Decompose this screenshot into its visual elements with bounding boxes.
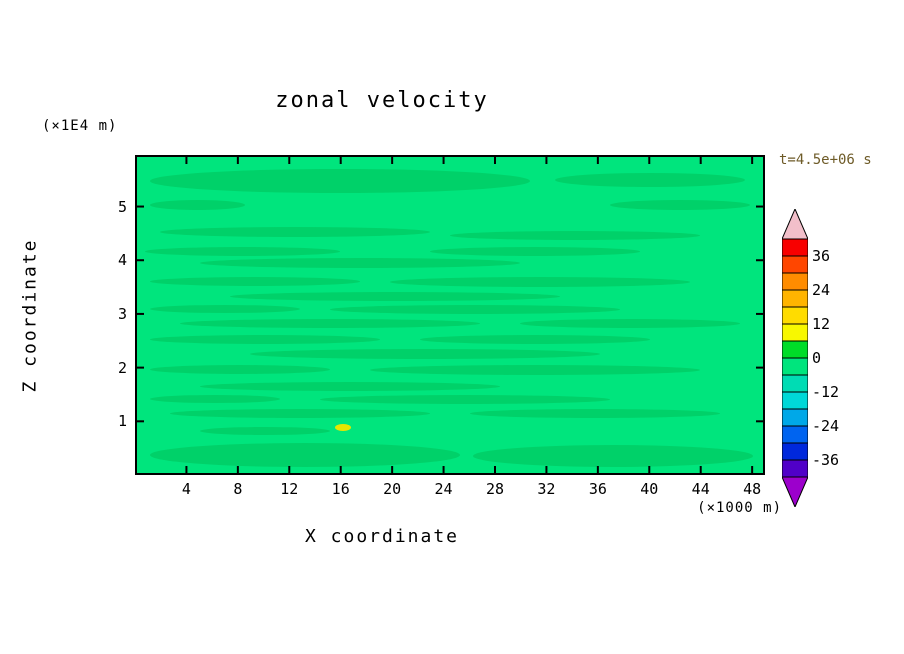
colorbar-tick-label: -12 xyxy=(812,383,840,401)
x-tick-label: 44 xyxy=(691,480,710,498)
contour-streak xyxy=(150,277,360,286)
colorbar-segment xyxy=(782,391,808,410)
contour-streak xyxy=(230,292,560,301)
contour-streak xyxy=(390,277,690,287)
colorbar-segment xyxy=(782,374,808,393)
x-tick-label: 36 xyxy=(588,480,607,498)
colorbar-segment xyxy=(782,289,808,308)
contour-spot xyxy=(335,424,351,431)
contour-streak xyxy=(330,305,620,314)
colorbar-segment xyxy=(782,425,808,444)
colorbar xyxy=(782,209,808,507)
contour-streak xyxy=(170,409,430,418)
z-tick-label: 2 xyxy=(117,358,127,377)
colorbar-tick-label: -36 xyxy=(812,451,840,469)
colorbar-tick-label: 36 xyxy=(812,247,831,265)
x-axis-unit-label: (×1000 m) xyxy=(697,500,782,516)
x-tick-label: 8 xyxy=(233,480,243,498)
contour-streak xyxy=(450,231,700,240)
contour-streak xyxy=(145,247,340,256)
contour-streak xyxy=(200,382,500,391)
contour-streak xyxy=(370,365,700,375)
contour-streak xyxy=(180,319,480,328)
contour-streak xyxy=(610,200,750,210)
z-tick-label: 1 xyxy=(117,412,127,431)
contour-streak xyxy=(250,349,600,359)
x-tick-label: 4 xyxy=(181,480,191,498)
colorbar-segment xyxy=(782,408,808,427)
colorbar-over-arrow xyxy=(782,209,808,240)
colorbar-segment xyxy=(782,306,808,325)
z-tick-label: 4 xyxy=(117,251,127,270)
plot-frame xyxy=(135,155,765,475)
colorbar-tick-label: 24 xyxy=(812,281,831,299)
x-tick-label: 24 xyxy=(434,480,453,498)
colorbar-tick-label: 0 xyxy=(812,349,822,367)
colorbar-segment xyxy=(782,323,808,342)
colorbar-segment xyxy=(782,442,808,461)
chart-title: zonal velocity xyxy=(275,88,489,113)
contour-streak xyxy=(320,395,610,404)
contour-streak xyxy=(150,169,530,193)
contour-streak xyxy=(200,427,330,435)
contour-streak xyxy=(420,335,650,344)
contour-streak xyxy=(150,443,460,467)
y-axis-unit-label: (×1E4 m) xyxy=(42,118,118,134)
contour-plot xyxy=(135,155,765,475)
x-tick-label: 48 xyxy=(743,480,762,498)
contour-streak xyxy=(150,200,245,210)
colorbar-segment xyxy=(782,255,808,274)
colorbar-segment xyxy=(782,459,808,478)
x-tick-label: 32 xyxy=(537,480,556,498)
colorbar-segment xyxy=(782,340,808,359)
contour-streak xyxy=(150,395,280,403)
colorbar-under-arrow xyxy=(782,476,808,507)
y-axis-label: Z coordinate xyxy=(19,238,41,393)
x-tick-label: 40 xyxy=(640,480,659,498)
x-axis-label: X coordinate xyxy=(304,526,460,547)
contour-streak xyxy=(555,173,745,187)
x-tick-label: 12 xyxy=(280,480,299,498)
plot-area xyxy=(135,155,765,475)
z-tick-label: 3 xyxy=(117,304,127,323)
contour-streak xyxy=(150,335,380,344)
x-tick-label: 20 xyxy=(383,480,402,498)
z-tick-label: 5 xyxy=(117,197,127,216)
x-tick-label: 28 xyxy=(485,480,505,498)
contour-streak xyxy=(473,445,753,467)
contour-streak xyxy=(160,227,430,237)
colorbar-segment xyxy=(782,357,808,376)
contour-streak xyxy=(430,247,640,256)
x-tick-label: 16 xyxy=(331,480,350,498)
colorbar-segment xyxy=(782,238,808,257)
contour-streak xyxy=(520,319,740,328)
colorbar-tick-label: 12 xyxy=(812,315,831,333)
colorbar-tick-label: -24 xyxy=(812,417,840,435)
contour-streak xyxy=(150,305,300,313)
contour-streak xyxy=(200,258,520,268)
colorbar-segment xyxy=(782,272,808,291)
contour-streak xyxy=(150,365,330,374)
time-annotation: t=4.5e+06 s xyxy=(779,152,872,168)
contour-streak xyxy=(470,409,720,418)
